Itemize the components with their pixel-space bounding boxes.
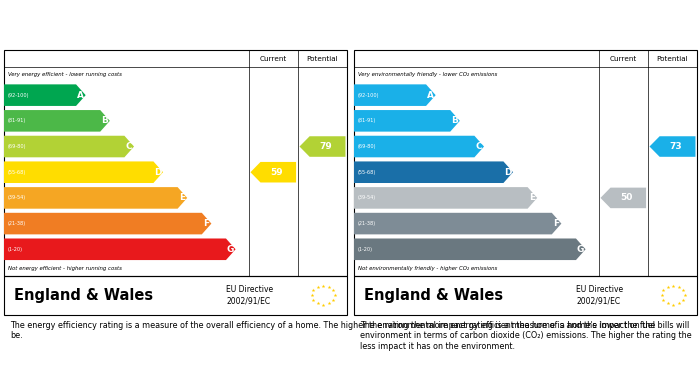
Polygon shape (601, 188, 646, 208)
Text: B: B (452, 117, 458, 126)
Text: Very energy efficient - lower running costs: Very energy efficient - lower running co… (8, 72, 122, 77)
Text: Not energy efficient - higher running costs: Not energy efficient - higher running co… (8, 266, 122, 271)
Text: (21-38): (21-38) (8, 221, 26, 226)
Text: E: E (529, 194, 536, 203)
Polygon shape (251, 162, 296, 183)
Text: Very environmentally friendly - lower CO₂ emissions: Very environmentally friendly - lower CO… (358, 72, 497, 77)
Polygon shape (300, 136, 346, 157)
Text: EU Directive
2002/91/EC: EU Directive 2002/91/EC (227, 285, 274, 306)
Text: G: G (577, 245, 584, 254)
Polygon shape (4, 239, 236, 260)
Text: (55-68): (55-68) (8, 170, 26, 175)
Text: Environmental Impact (CO₂) Rating: Environmental Impact (CO₂) Rating (364, 20, 582, 30)
Text: D: D (504, 168, 511, 177)
Polygon shape (354, 161, 513, 183)
Polygon shape (650, 136, 696, 157)
Polygon shape (354, 187, 537, 209)
Text: England & Wales: England & Wales (364, 288, 503, 303)
Text: (81-91): (81-91) (358, 118, 376, 123)
Text: (69-80): (69-80) (358, 144, 376, 149)
Text: England & Wales: England & Wales (14, 288, 153, 303)
Text: The environmental impact rating is a measure of a home's impact on the environme: The environmental impact rating is a mea… (360, 321, 692, 351)
Text: G: G (227, 245, 234, 254)
Text: (81-91): (81-91) (8, 118, 26, 123)
Text: (92-100): (92-100) (358, 93, 379, 98)
Polygon shape (354, 110, 460, 132)
Text: (1-20): (1-20) (8, 247, 22, 252)
Text: 50: 50 (620, 194, 633, 203)
Polygon shape (4, 213, 211, 234)
Text: The energy efficiency rating is a measure of the overall efficiency of a home. T: The energy efficiency rating is a measur… (10, 321, 690, 340)
Text: C: C (476, 142, 482, 151)
Text: (21-38): (21-38) (358, 221, 376, 226)
Text: (1-20): (1-20) (358, 247, 372, 252)
Text: A: A (427, 91, 434, 100)
Polygon shape (354, 136, 484, 157)
Polygon shape (354, 213, 561, 234)
Text: F: F (204, 219, 210, 228)
Polygon shape (4, 187, 187, 209)
Polygon shape (4, 136, 134, 157)
Text: (92-100): (92-100) (8, 93, 29, 98)
Text: (39-54): (39-54) (8, 196, 26, 201)
Polygon shape (4, 84, 85, 106)
Text: (69-80): (69-80) (8, 144, 26, 149)
Text: EU Directive
2002/91/EC: EU Directive 2002/91/EC (577, 285, 624, 306)
Polygon shape (354, 239, 586, 260)
Text: Current: Current (260, 56, 287, 61)
Polygon shape (4, 110, 110, 132)
Polygon shape (4, 161, 163, 183)
Text: Potential: Potential (657, 56, 688, 61)
Text: Current: Current (610, 56, 637, 61)
Text: E: E (179, 194, 186, 203)
Text: (39-54): (39-54) (358, 196, 376, 201)
Text: D: D (154, 168, 161, 177)
Text: 59: 59 (270, 168, 283, 177)
Text: Potential: Potential (307, 56, 338, 61)
Text: A: A (77, 91, 84, 100)
Text: F: F (554, 219, 560, 228)
Text: 73: 73 (669, 142, 682, 151)
Text: 79: 79 (319, 142, 332, 151)
Text: (55-68): (55-68) (358, 170, 376, 175)
Text: Energy Efficiency Rating: Energy Efficiency Rating (14, 20, 167, 30)
Text: C: C (126, 142, 132, 151)
Text: Not environmentally friendly - higher CO₂ emissions: Not environmentally friendly - higher CO… (358, 266, 497, 271)
Polygon shape (354, 84, 435, 106)
Text: B: B (102, 117, 108, 126)
